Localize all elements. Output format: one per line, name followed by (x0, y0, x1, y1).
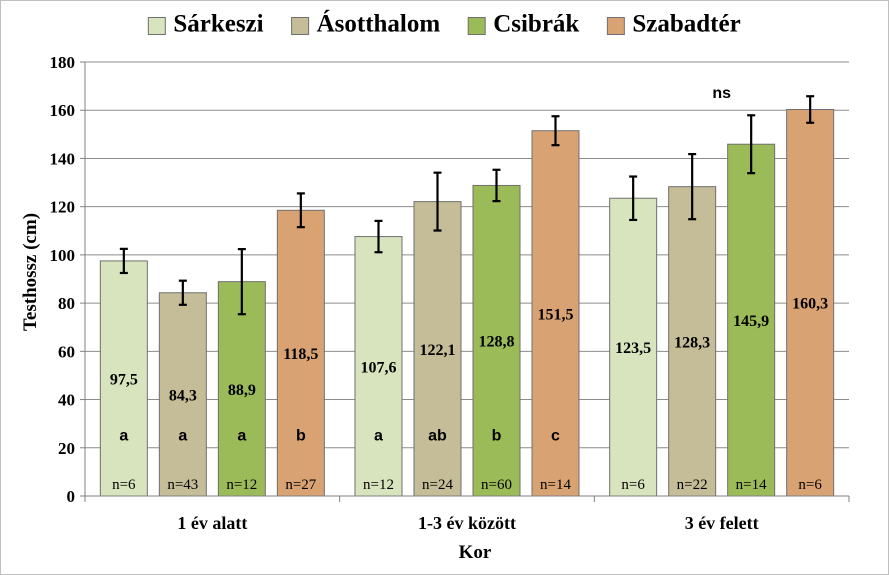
significance-letter: b (296, 428, 306, 445)
x-axis-label: Kor (459, 542, 492, 563)
sample-size-label: n=24 (422, 477, 453, 493)
bar (276, 209, 325, 497)
y-tick-label: 180 (50, 53, 76, 72)
bar (472, 184, 521, 497)
data-label: 128,8 (479, 334, 515, 351)
y-tick-label: 40 (58, 391, 75, 410)
legend-label: Szabadtér (632, 11, 740, 38)
bar-labels: 97,5 a n=6 84,3 a n=43 88,9 a n=12 118,5 b n=27 107,… (110, 85, 828, 493)
significance-letter: a (237, 428, 246, 445)
data-label: 107,6 (361, 359, 397, 376)
x-tick-label: 1-3 év között (418, 513, 516, 533)
sample-size-label: n=27 (285, 477, 316, 493)
bar (413, 201, 462, 497)
bar (609, 197, 658, 497)
bar (668, 186, 717, 497)
data-label: 118,5 (283, 346, 318, 363)
data-label: 151,5 (538, 306, 574, 323)
group-annotation: ns (712, 85, 731, 102)
legend-swatch (147, 17, 166, 35)
y-tick-label: 160 (50, 101, 76, 120)
sample-size-label: n=12 (226, 477, 257, 493)
bar (158, 292, 207, 497)
bar (99, 260, 148, 497)
bars (99, 108, 835, 497)
data-label: 160,3 (792, 296, 828, 313)
data-label: 88,9 (228, 382, 256, 399)
y-tick-label: 120 (50, 198, 76, 217)
axes: 0 20 40 60 80 100 120 140 160 180 1 év alatt 1-3 év… (50, 53, 850, 533)
sample-size-label: n=14 (540, 477, 571, 493)
legend-label: Csibrák (493, 11, 579, 38)
significance-letter: a (119, 428, 128, 445)
y-tick-label: 60 (58, 342, 75, 361)
y-tick-label: 80 (58, 294, 75, 313)
y-tick-label: 20 (58, 439, 75, 458)
sample-size-label: n=6 (798, 477, 822, 493)
significance-letter: ab (428, 428, 447, 445)
bar (786, 108, 835, 497)
sample-size-label: n=60 (481, 477, 512, 493)
sample-size-label: n=22 (677, 477, 708, 493)
sample-size-label: n=6 (621, 477, 645, 493)
legend-label: Ásotthalom (317, 10, 441, 38)
data-label: 84,3 (169, 387, 197, 404)
x-tick-label: 1 év alatt (177, 513, 247, 533)
bar (354, 236, 403, 497)
y-axis-label: Testhossz (cm) (20, 213, 41, 331)
sample-size-label: n=43 (167, 477, 198, 493)
gridlines (85, 61, 849, 449)
significance-letter: b (492, 428, 502, 445)
data-label: 123,5 (615, 340, 651, 357)
data-label: 122,1 (420, 342, 456, 359)
significance-letter: a (374, 428, 383, 445)
y-tick-label: 100 (50, 246, 76, 265)
y-tick-label: 140 (50, 149, 76, 168)
legend-swatch (467, 17, 486, 35)
sample-size-label: n=6 (112, 477, 136, 493)
legend: Sárkeszi Ásotthalom Csibrák Szabadtér (147, 10, 741, 38)
legend-swatch (606, 17, 625, 35)
legend-swatch (291, 17, 310, 35)
legend-label: Sárkeszi (173, 11, 263, 38)
x-tick-label: 3 év felett (685, 513, 759, 533)
sample-size-label: n=14 (736, 477, 767, 493)
data-label: 128,3 (674, 334, 710, 351)
significance-letter: a (178, 428, 187, 445)
sample-size-label: n=12 (363, 477, 394, 493)
significance-letter: c (551, 428, 560, 445)
data-label: 97,5 (110, 371, 138, 388)
y-tick-label: 0 (67, 487, 76, 506)
error-bars (119, 95, 815, 316)
bar (727, 143, 776, 497)
data-label: 145,9 (733, 313, 769, 330)
